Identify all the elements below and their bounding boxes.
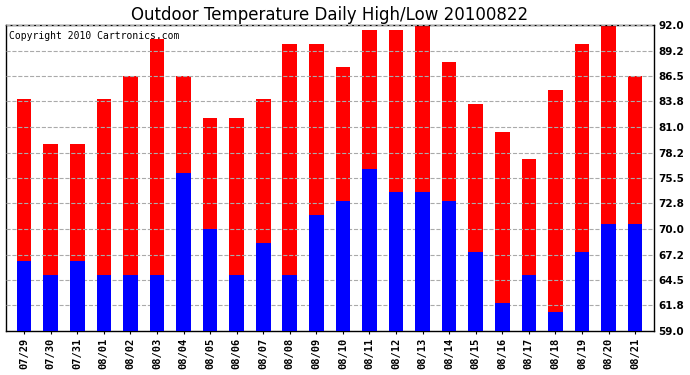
Bar — [70, 144, 85, 330]
Bar — [97, 275, 111, 330]
Bar — [601, 25, 616, 330]
Bar — [522, 275, 536, 330]
Bar — [335, 67, 351, 330]
Bar — [203, 229, 217, 330]
Bar — [123, 76, 138, 330]
Bar — [495, 132, 510, 330]
Bar — [469, 252, 483, 330]
Bar — [123, 275, 138, 330]
Bar — [469, 104, 483, 330]
Bar — [388, 30, 404, 330]
Bar — [628, 224, 642, 330]
Bar — [43, 275, 58, 330]
Bar — [335, 201, 351, 330]
Bar — [282, 44, 297, 330]
Bar — [70, 261, 85, 330]
Bar — [17, 261, 32, 330]
Bar — [442, 201, 457, 330]
Bar — [415, 192, 430, 330]
Bar — [415, 25, 430, 330]
Bar — [17, 99, 32, 330]
Bar — [229, 275, 244, 330]
Text: Copyright 2010 Cartronics.com: Copyright 2010 Cartronics.com — [9, 31, 179, 41]
Bar — [388, 192, 404, 330]
Bar — [442, 62, 457, 330]
Title: Outdoor Temperature Daily High/Low 20100822: Outdoor Temperature Daily High/Low 20100… — [131, 6, 528, 24]
Bar — [282, 275, 297, 330]
Bar — [176, 76, 191, 330]
Bar — [548, 90, 563, 330]
Bar — [43, 144, 58, 330]
Bar — [256, 243, 270, 330]
Bar — [362, 30, 377, 330]
Bar — [97, 99, 111, 330]
Bar — [176, 173, 191, 330]
Bar — [229, 118, 244, 330]
Bar — [309, 215, 324, 330]
Bar — [362, 169, 377, 330]
Bar — [150, 39, 164, 330]
Bar — [628, 76, 642, 330]
Bar — [601, 224, 616, 330]
Bar — [495, 303, 510, 330]
Bar — [522, 159, 536, 330]
Bar — [575, 44, 589, 330]
Bar — [309, 44, 324, 330]
Bar — [548, 312, 563, 330]
Bar — [256, 99, 270, 330]
Bar — [203, 118, 217, 330]
Bar — [150, 275, 164, 330]
Bar — [575, 252, 589, 330]
